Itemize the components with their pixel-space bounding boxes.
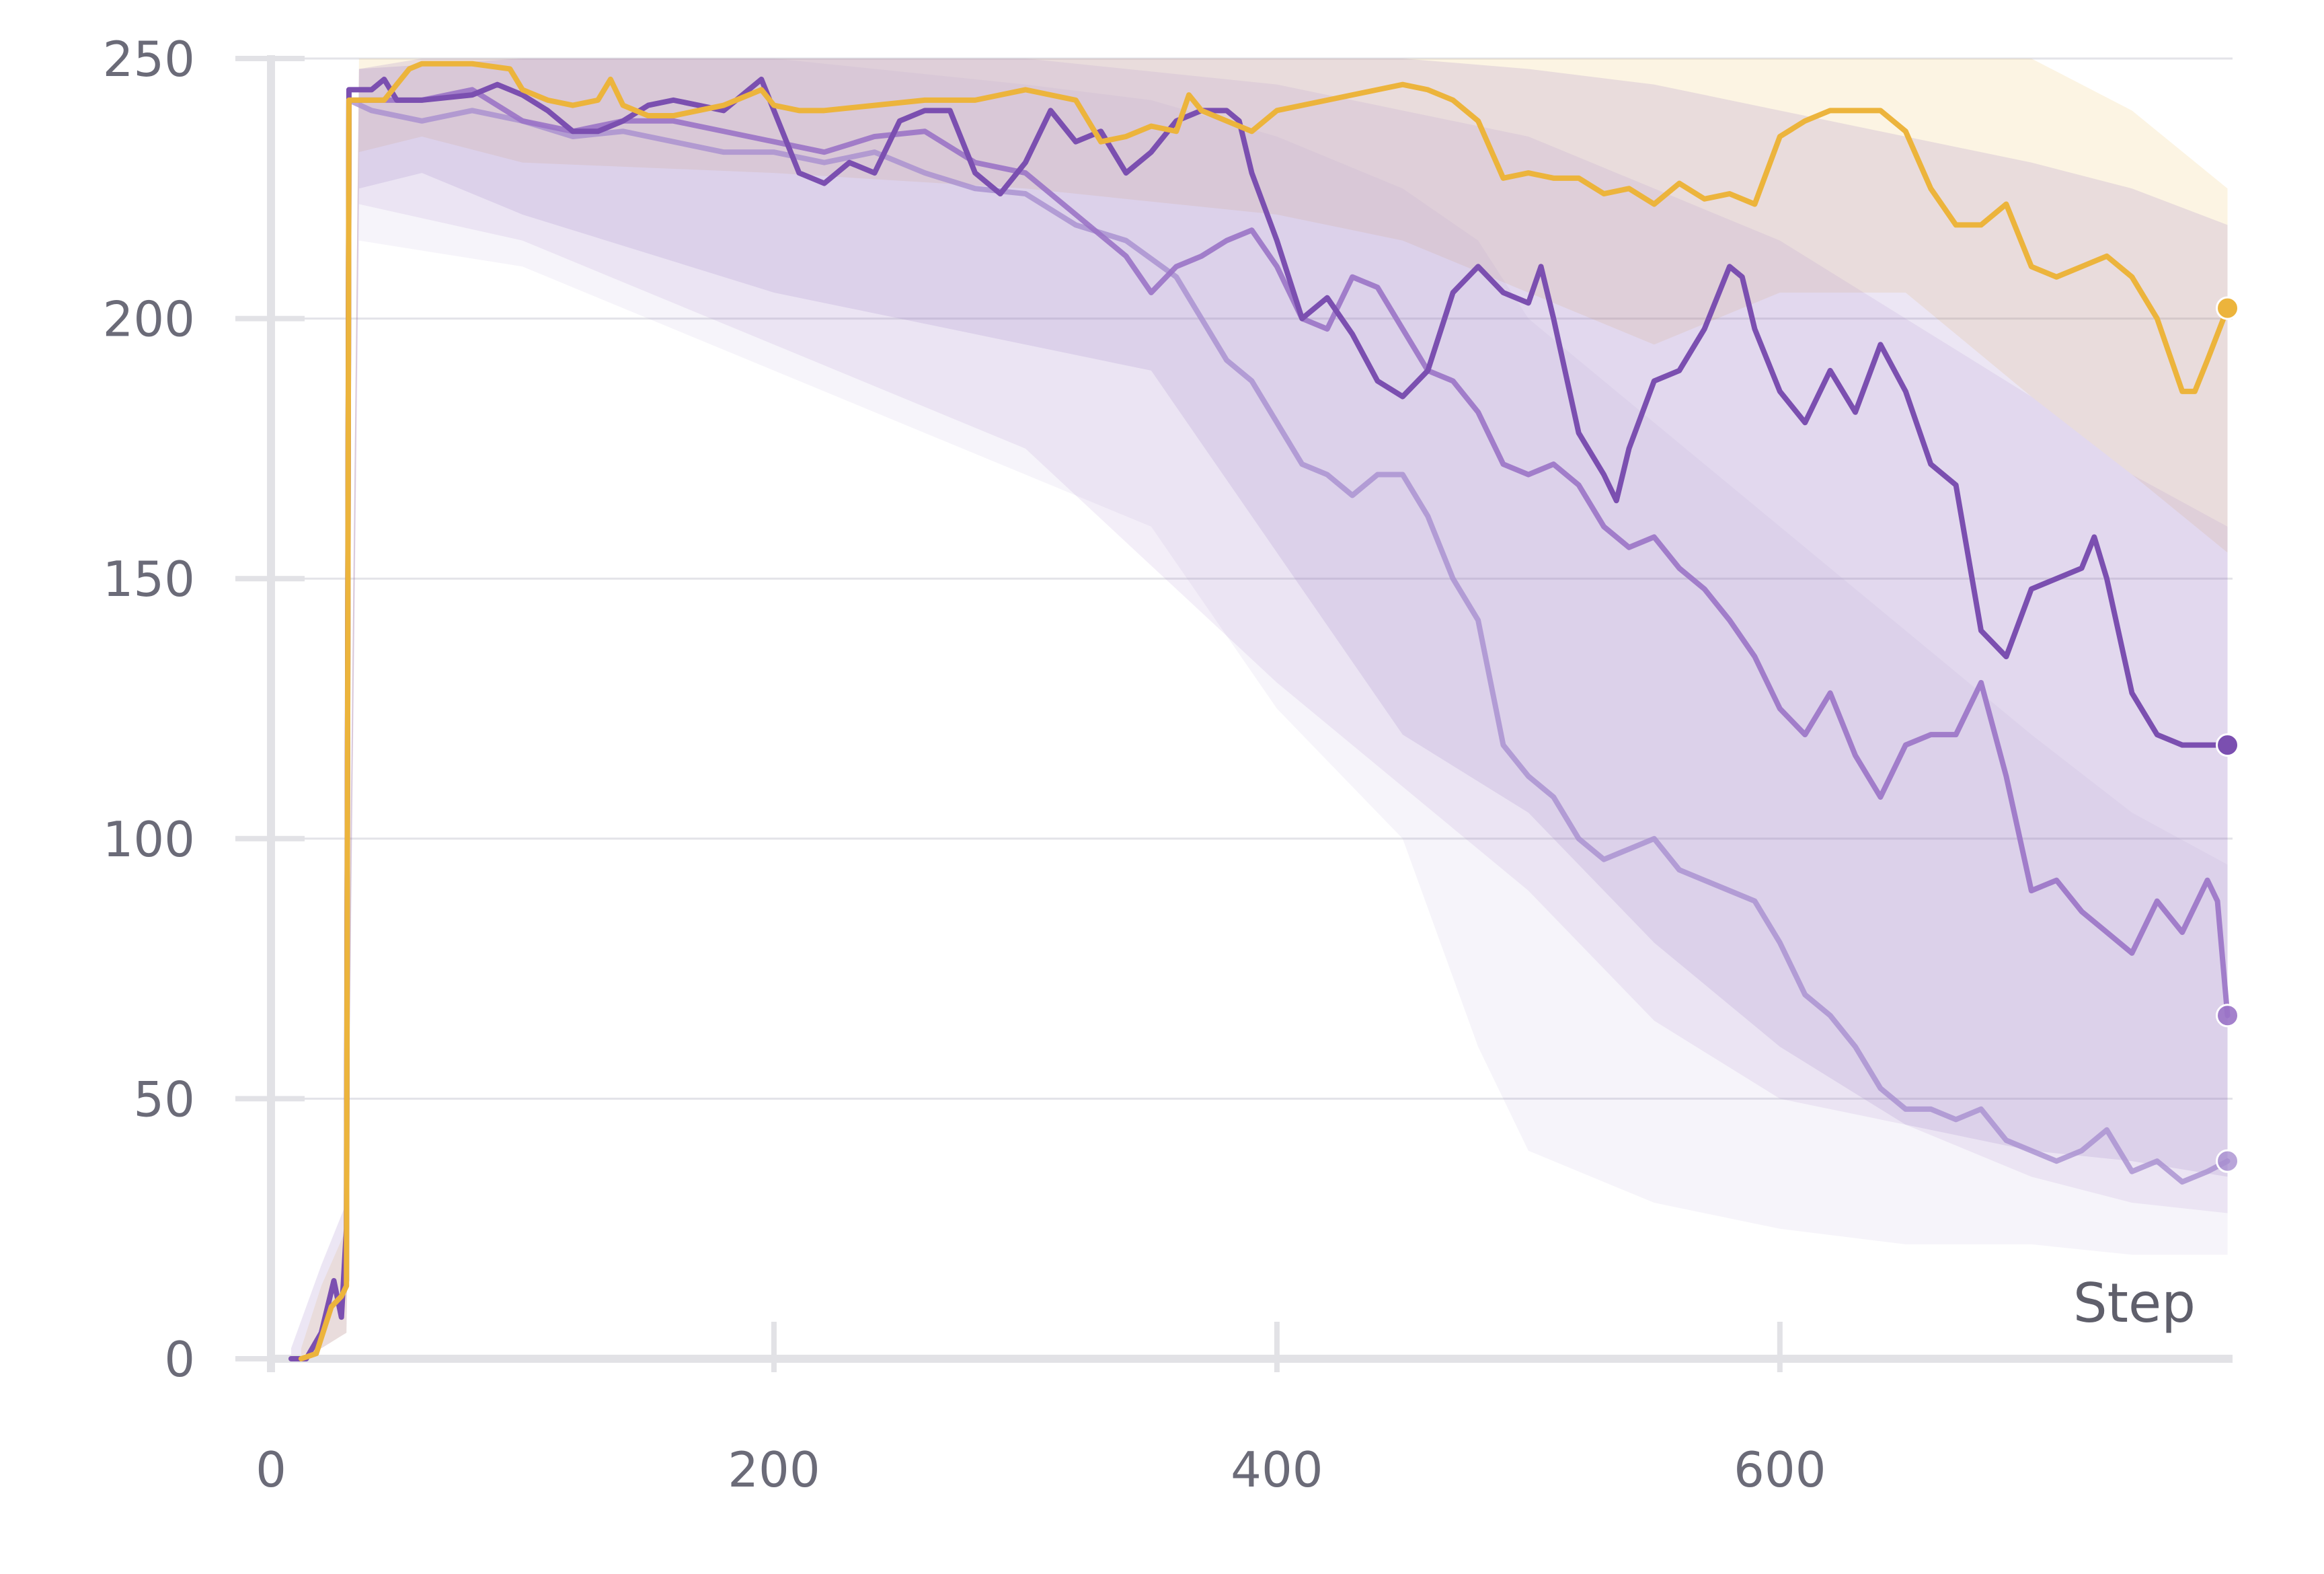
series-lines <box>288 61 2231 1361</box>
x-tick-label: 0 <box>256 1441 286 1498</box>
line-run-purple-3 <box>344 97 2231 1284</box>
y-tick-label: 250 <box>103 31 195 87</box>
gridlines <box>271 57 2233 1100</box>
y-tick-label: 100 <box>103 811 195 868</box>
tick-labels: 0 50 100 150 200 250 0 200 400 600 <box>103 31 1826 1498</box>
confidence-band-run-purple-1 <box>290 59 2228 1359</box>
x-tick-label: 600 <box>1734 1441 1826 1498</box>
y-tick-label: 50 <box>133 1071 195 1127</box>
y-tick-label: 0 <box>164 1331 195 1388</box>
end-marker-run-purple-2 <box>2216 1004 2240 1028</box>
confidence-band-run-purple-2 <box>346 59 2228 1333</box>
end-marker-run-gold <box>2216 296 2240 320</box>
y-tick-label: 150 <box>103 551 195 607</box>
axes <box>235 55 2233 1372</box>
x-axis-title: Step <box>2073 1272 2196 1335</box>
line-run-purple-1 <box>288 76 2231 1361</box>
end-markers <box>2216 296 2240 1173</box>
confidence-bands <box>290 59 2228 1359</box>
confidence-band-run-purple-3 <box>346 59 2228 1333</box>
x-tick-label: 400 <box>1231 1441 1323 1498</box>
end-marker-run-purple-3 <box>2216 1149 2240 1173</box>
confidence-band-run-gold <box>301 59 2228 1359</box>
line-run-gold <box>298 61 2231 1361</box>
x-tick-label: 200 <box>728 1441 820 1498</box>
end-marker-run-purple-1 <box>2216 733 2240 757</box>
y-tick-label: 200 <box>103 291 195 348</box>
